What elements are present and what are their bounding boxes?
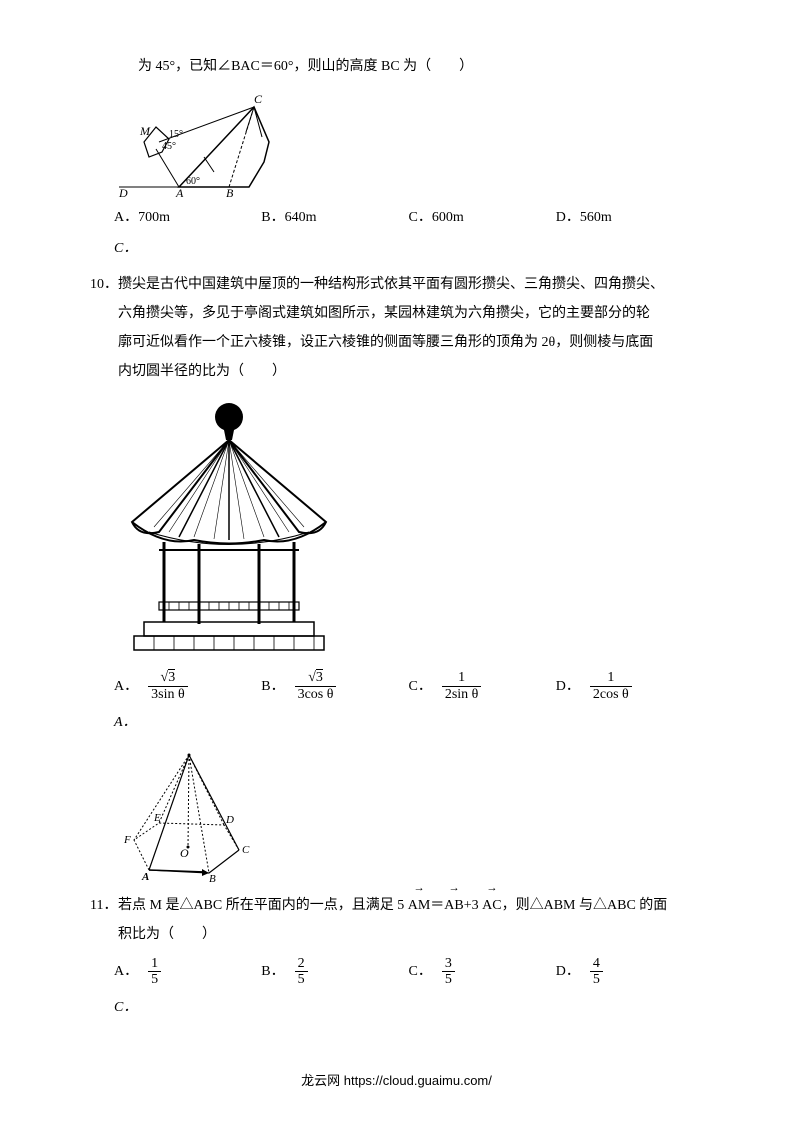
svg-text:F: F (123, 834, 131, 846)
q10-option-b: B． √33cos θ (261, 670, 408, 702)
q10-option-d: D． 12cos θ (556, 670, 703, 702)
q11-text1: 若点 M 是△ABC 所在平面内的一点，且满足 5 AM＝AB+3 AC，则△A… (118, 893, 667, 918)
svg-text:C: C (242, 844, 250, 856)
q10-option-c: C． 12sin θ (409, 670, 556, 702)
q10-line1: 10． 攒尖是古代中国建筑中屋顶的一种结构形式依其平面有圆形攒尖、三角攒尖、四角… (90, 272, 703, 297)
q11-figure: O A B C D E F (114, 745, 254, 885)
q11-option-b: B． 25 (261, 956, 408, 988)
q11-options: A． 15 B． 25 C． 35 D． 45 (90, 956, 703, 988)
q10-answer: A． (90, 710, 703, 735)
q10-a-label: A． (114, 674, 138, 699)
q11-text2: 积比为（ ） (90, 922, 703, 947)
q11-a-label: A． (114, 959, 138, 984)
svg-text:A: A (175, 186, 184, 197)
q9-option-c: C．600m (409, 205, 556, 230)
q11-option-c: C． 35 (409, 956, 556, 988)
svg-text:O: O (180, 846, 189, 860)
svg-text:A: A (141, 871, 149, 883)
q10-option-a: A． √33sin θ (114, 670, 261, 702)
q9-figure: D A B C M 15° 45° 60° (114, 87, 304, 197)
q9-continuation: 为 45°，已知∠BAC＝60°，则山的高度 BC 为（ ） (90, 54, 703, 79)
svg-text:60°: 60° (186, 176, 200, 187)
q9-option-d: D．560m (556, 205, 703, 230)
svg-text:M: M (139, 124, 151, 138)
q10-b-label: B． (261, 674, 284, 699)
q11-option-a: A． 15 (114, 956, 261, 988)
q11-answer: C． (90, 995, 703, 1020)
q9-option-b: B．640m (261, 205, 408, 230)
svg-text:B: B (226, 186, 234, 197)
svg-text:45°: 45° (162, 141, 176, 152)
q9-answer: C． (90, 236, 703, 261)
q10-figure (114, 392, 344, 662)
svg-text:D: D (118, 186, 128, 197)
svg-text:C: C (254, 92, 263, 106)
svg-text:D: D (225, 814, 234, 826)
q11-line1: 11． 若点 M 是△ABC 所在平面内的一点，且满足 5 AM＝AB+3 AC… (90, 893, 703, 918)
q11-option-d: D． 45 (556, 956, 703, 988)
q10-text4: 内切圆半径的比为（ ） (90, 359, 703, 384)
svg-text:15°: 15° (169, 129, 183, 140)
q10-d-label: D． (556, 674, 580, 699)
svg-text:E: E (153, 812, 161, 824)
q10-options: A． √33sin θ B． √33cos θ C． 12sin θ D． 12… (90, 670, 703, 702)
q11-d-label: D． (556, 959, 580, 984)
q10-text2: 六角攒尖等，多见于亭阁式建筑如图所示，某园林建筑为六角攒尖，它的主要部分的轮 (90, 301, 703, 326)
q10-number: 10． (90, 272, 118, 297)
q11-number: 11． (90, 893, 118, 918)
svg-text:B: B (209, 873, 216, 885)
q9-option-a: A．700m (114, 205, 261, 230)
q10-text3: 廓可近似看作一个正六棱锥，设正六棱锥的侧面等腰三角形的顶角为 2θ，则侧棱与底面 (90, 330, 703, 355)
q10-text1: 攒尖是古代中国建筑中屋顶的一种结构形式依其平面有圆形攒尖、三角攒尖、四角攒尖、 (118, 272, 664, 297)
q11-c-label: C． (409, 959, 432, 984)
q10-c-label: C． (409, 674, 432, 699)
page-footer: 龙云网 https://cloud.guaimu.com/ (0, 1069, 793, 1092)
q11-b-label: B． (261, 959, 284, 984)
q9-options: A．700m B．640m C．600m D．560m (90, 205, 703, 230)
